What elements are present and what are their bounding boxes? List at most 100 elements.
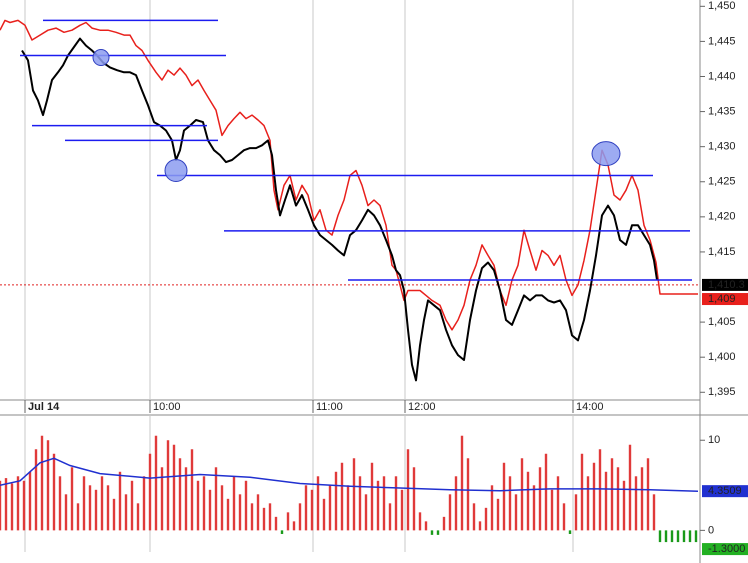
volume-bar — [406, 449, 410, 531]
volume-bar — [316, 476, 320, 531]
volume-bar — [610, 458, 614, 531]
volume-bar — [352, 458, 356, 531]
volume-bar — [532, 485, 536, 531]
volume-bar — [208, 489, 212, 531]
price-tag-label: -1.3000 — [708, 543, 745, 555]
volume-bar — [106, 485, 110, 531]
volume-bar — [160, 467, 164, 531]
volume-bar — [508, 476, 512, 531]
volume-bar — [0, 480, 2, 531]
volume-bar — [460, 435, 464, 531]
volume-bar — [616, 467, 620, 531]
volume-bar — [16, 476, 20, 531]
volume-bar — [250, 503, 254, 531]
volume-bar — [58, 476, 62, 531]
y-tick-label: 1,440 — [708, 70, 736, 82]
volume-bar — [148, 453, 152, 531]
volume-bar — [652, 494, 656, 531]
volume-bar — [292, 521, 296, 531]
volume-bar — [628, 444, 632, 531]
volume-bar — [688, 530, 692, 543]
volume-bar — [382, 476, 386, 531]
volume-bar — [484, 507, 488, 531]
volume-bar — [682, 530, 686, 543]
volume-bar — [304, 485, 308, 531]
volume-bar — [634, 476, 638, 531]
volume-bar — [232, 476, 236, 531]
volume-bar — [226, 498, 230, 531]
volume-bar — [562, 503, 566, 531]
volume-bar — [178, 458, 182, 531]
volume-bar — [82, 476, 86, 531]
volume-bar — [586, 476, 590, 531]
x-tick-label: 14:00 — [576, 401, 604, 413]
volume-bar — [118, 471, 122, 531]
volume-bar — [388, 503, 392, 531]
x-tick-label: 11:00 — [316, 401, 343, 413]
price-tag — [702, 543, 748, 556]
volume-bar — [214, 467, 218, 531]
price-tag — [702, 293, 748, 306]
volume-bar — [136, 503, 140, 531]
volume-bar — [472, 503, 476, 531]
volume-bar — [376, 480, 380, 531]
volume-bar — [430, 530, 434, 535]
volume-bar — [364, 494, 368, 531]
volume-bar — [520, 458, 524, 531]
y-tick-label: 1,420 — [708, 211, 736, 223]
y-tick-label: 1,450 — [708, 0, 736, 12]
marker-circle — [591, 141, 621, 167]
volume-bar — [280, 530, 284, 534]
volume-bar — [448, 494, 452, 531]
volume-bar — [166, 440, 170, 531]
volume-bar — [598, 449, 602, 531]
volume-bar — [646, 458, 650, 531]
price-tag — [702, 485, 748, 498]
volume-bar — [640, 467, 644, 531]
volume-bar — [274, 516, 278, 531]
x-tick-label: 12:00 — [408, 401, 436, 413]
y-tick-label: 1,430 — [708, 141, 736, 153]
volume-bar — [502, 462, 506, 531]
volume-bar — [424, 521, 428, 531]
volume-bar — [400, 489, 404, 531]
volume-bar — [88, 485, 92, 531]
volume-bar — [568, 530, 572, 534]
volume-bar — [340, 462, 344, 531]
volume-bar — [604, 471, 608, 531]
volume-bar — [664, 530, 668, 543]
volume-bar — [298, 503, 302, 531]
price-tag-label: 1,410.3 — [708, 279, 745, 291]
volume-bar — [412, 467, 416, 531]
average-line — [0, 457, 699, 492]
volume-bar — [268, 503, 272, 531]
volume-bar — [436, 530, 440, 535]
volume-bar — [142, 476, 146, 531]
x-tick-label: 10:00 — [153, 401, 181, 413]
volume-bar — [328, 485, 332, 531]
volume-bar — [52, 453, 56, 531]
volume-bar — [556, 476, 560, 531]
volume-bar — [124, 494, 128, 531]
volume-bar — [256, 494, 260, 531]
volume-bar — [574, 494, 578, 531]
volume-bar — [550, 489, 554, 531]
volume-bar — [538, 467, 542, 531]
volume-bar — [358, 476, 362, 531]
volume-bar — [112, 498, 116, 531]
volume-bar — [466, 458, 470, 531]
x-tick-label: Jul 14 — [28, 401, 60, 413]
volume-bar — [478, 521, 482, 531]
volume-bar — [220, 485, 224, 531]
price-line — [21, 37, 658, 382]
volume-bar — [70, 467, 74, 531]
volume-bar — [346, 485, 350, 531]
volume-bar — [454, 476, 458, 531]
volume-bar — [418, 512, 422, 531]
volume-bar — [202, 476, 206, 531]
volume-bar — [34, 449, 38, 531]
volume-bar — [184, 467, 188, 531]
